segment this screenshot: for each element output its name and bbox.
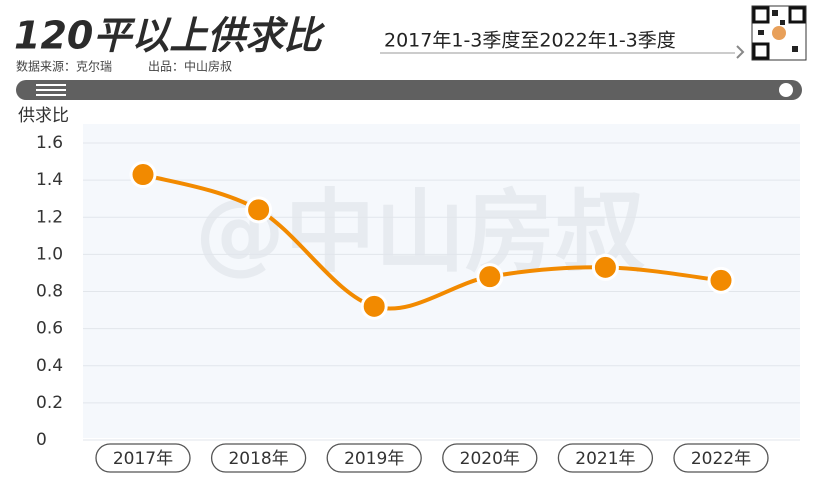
point [476,263,504,291]
y-tick-label: 0 [36,430,47,450]
y-tick-label: 1.2 [36,207,63,227]
y-tick-label: 0.4 [36,356,63,376]
category-pill [673,443,769,473]
y-tick-label: 0.2 [36,393,63,413]
x-tick-label: 2022年 [691,449,751,469]
point [360,292,388,320]
chart-subtitle: 2017年1-3季度至2022年1-3季度 [384,30,676,52]
plot-background [83,124,800,438]
point [591,253,619,281]
category-pill [95,443,191,473]
y-axis-label: 供求比 [18,106,69,126]
toggle-knob [779,83,793,97]
category-pill [326,443,422,473]
x-tick-label: 2017年 [113,449,173,469]
x-tick-label: 2021年 [575,449,635,469]
chart-title: 120平以上供求比 [14,14,325,58]
source: 数据来源：克尔瑞 [16,59,112,74]
menu-icon [36,84,66,96]
y-tick-label: 0.8 [36,282,63,302]
x-tick-label: 2019年 [344,449,404,469]
point [707,266,735,294]
x-tick-label: 2020年 [460,449,520,469]
header-bar [16,80,802,100]
y-tick-label: 1.0 [36,244,63,264]
x-tick-label: 2018年 [228,449,288,469]
category-pill [210,443,307,473]
y-tick-label: 0.6 [36,319,63,339]
point [129,161,157,189]
category-pill [442,443,538,473]
y-tick-label: 1.6 [36,133,63,153]
point [245,196,273,224]
producer: 出品：中山房叔 [148,59,232,74]
y-tick-label: 1.4 [36,170,63,190]
category-pill [557,443,654,473]
qr-code [751,5,807,61]
arrow-icon [736,45,745,59]
